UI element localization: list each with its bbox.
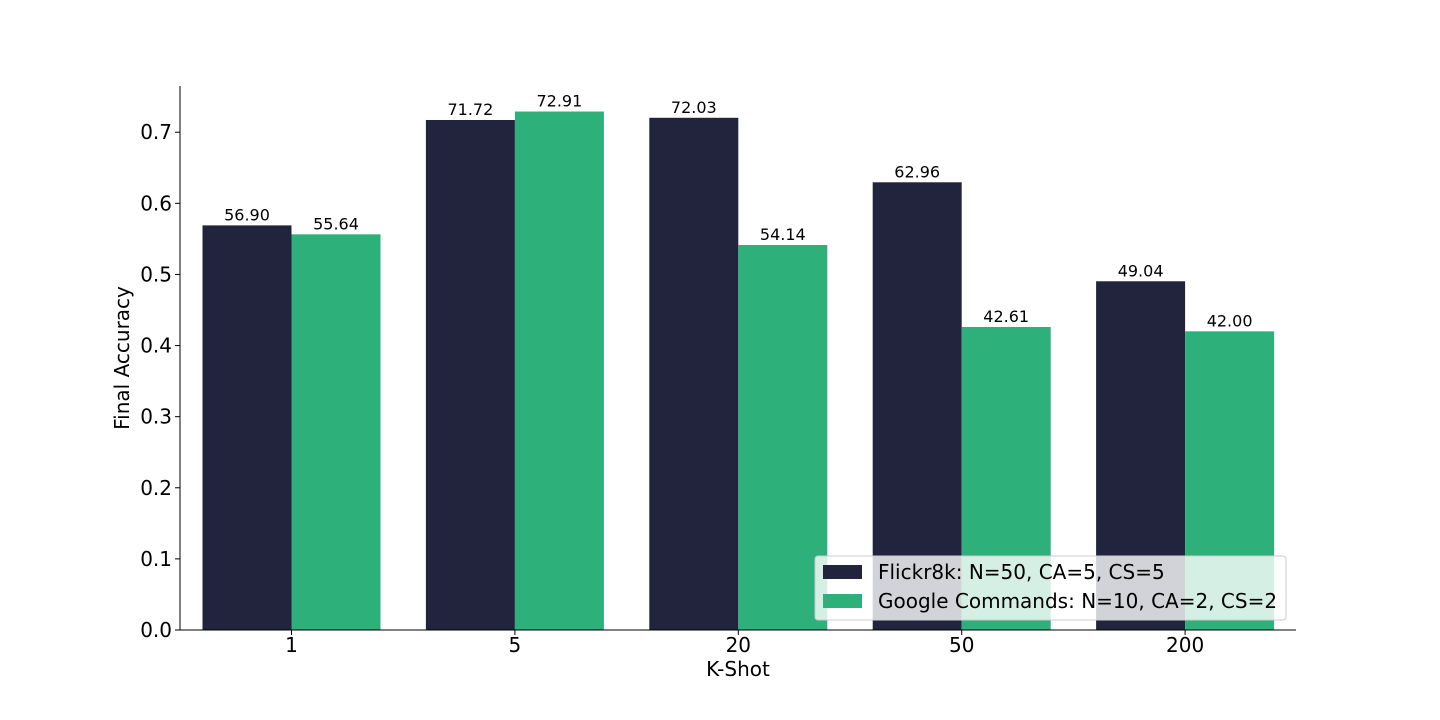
y-ticks: 0.0 0.1 0.2 0.3 0.4 0.5 0.6 0.7 bbox=[140, 120, 180, 642]
legend-box bbox=[814, 555, 1287, 621]
x-tick-label: 20 bbox=[726, 633, 751, 657]
bar-flickr8k-20 bbox=[649, 117, 739, 630]
bar-flickr8k-1 bbox=[202, 225, 292, 630]
legend-label-google-commands: Google Commands: N=10, CA=2, CS=2 bbox=[878, 589, 1277, 613]
bar-value-label: 54.14 bbox=[760, 225, 806, 244]
y-tick-label: 0.3 bbox=[140, 405, 172, 429]
bar-labels-layer: 56.90 55.64 71.72 72.91 72.03 54.14 62.96 42.61… bbox=[224, 92, 1252, 331]
x-tick-label: 5 bbox=[509, 633, 522, 657]
bar-value-label: 49.04 bbox=[1118, 261, 1164, 280]
bar-google-commands-5 bbox=[514, 111, 604, 631]
bar-value-label: 62.96 bbox=[894, 162, 940, 181]
y-tick-label: 0.7 bbox=[140, 120, 172, 144]
x-tick-label: 1 bbox=[285, 633, 298, 657]
bar-google-commands-20 bbox=[738, 245, 828, 630]
y-tick-label: 0.1 bbox=[140, 547, 172, 571]
y-tick-label: 0.6 bbox=[140, 191, 172, 215]
legend: Flickr8k: N=50, CA=5, CS=5 Google Comman… bbox=[814, 555, 1287, 621]
bar-value-label: 42.00 bbox=[1207, 311, 1253, 330]
bar-flickr8k-50 bbox=[872, 182, 962, 631]
y-tick-label: 0.0 bbox=[140, 618, 172, 642]
bar-value-label: 71.72 bbox=[447, 100, 493, 119]
legend-swatch-google-commands bbox=[823, 594, 862, 608]
legend-label-flickr8k: Flickr8k: N=50, CA=5, CS=5 bbox=[878, 560, 1165, 584]
bar-value-label: 42.61 bbox=[983, 307, 1029, 326]
bar-google-commands-1 bbox=[291, 234, 381, 631]
x-ticks: 1 5 20 50 200 bbox=[285, 630, 1204, 657]
bar-value-label: 72.03 bbox=[671, 98, 717, 117]
y-axis-label: Final Accuracy bbox=[110, 286, 134, 430]
y-tick-label: 0.2 bbox=[140, 476, 172, 500]
bar-value-label: 55.64 bbox=[313, 214, 359, 233]
x-tick-label: 200 bbox=[1166, 633, 1204, 657]
bars-layer bbox=[202, 111, 1275, 631]
bar-value-label: 72.91 bbox=[536, 92, 582, 111]
x-tick-label: 50 bbox=[949, 633, 974, 657]
y-tick-label: 0.5 bbox=[140, 262, 172, 286]
bar-value-label: 56.90 bbox=[224, 205, 270, 224]
bar-flickr8k-5 bbox=[425, 119, 515, 630]
legend-swatch-flickr8k bbox=[823, 565, 862, 579]
y-tick-label: 0.4 bbox=[140, 334, 172, 358]
x-axis-label: K-Shot bbox=[706, 657, 770, 681]
